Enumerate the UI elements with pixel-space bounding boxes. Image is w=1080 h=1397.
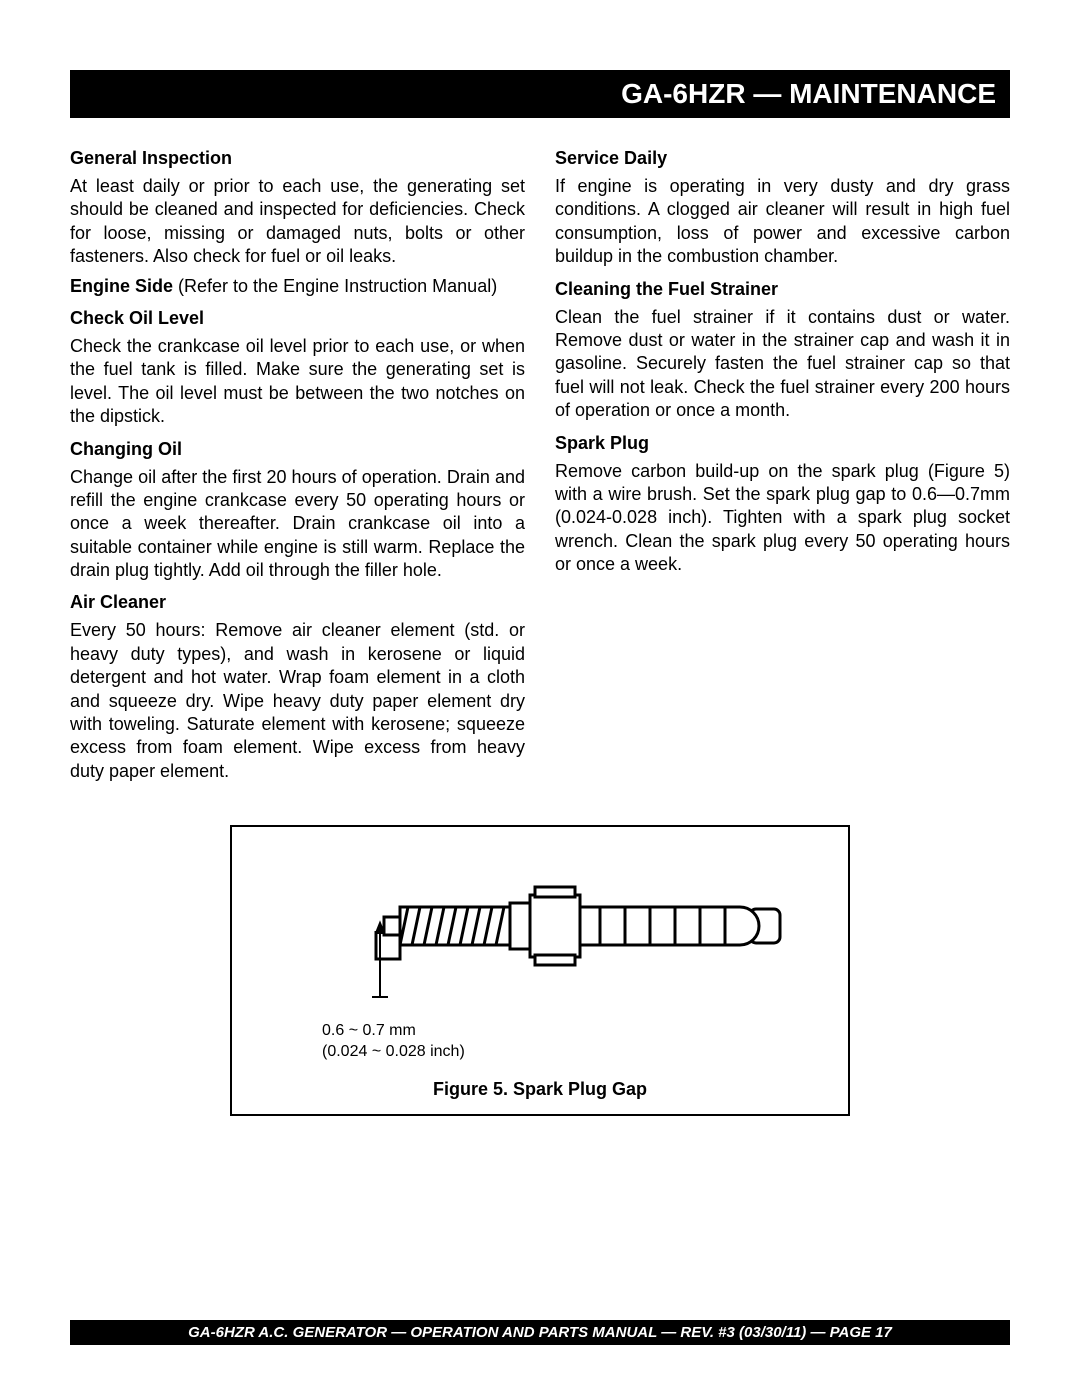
figure-gap-label: 0.6 ~ 0.7 mm (0.024 ~ 0.028 inch) <box>322 1021 828 1063</box>
heading-service-daily: Service Daily <box>555 148 1010 169</box>
figure-caption: Figure 5. Spark Plug Gap <box>252 1079 828 1100</box>
text-general-inspection: At least daily or prior to each use, the… <box>70 175 525 269</box>
heading-spark-plug: Spark Plug <box>555 433 1010 454</box>
page-footer-bar: GA-6HZR A.C. GENERATOR — OPERATION AND P… <box>70 1320 1010 1345</box>
text-changing-oil: Change oil after the first 20 hours of o… <box>70 466 525 583</box>
text-service-daily: If engine is operating in very dusty and… <box>555 175 1010 269</box>
gap-inch: (0.024 ~ 0.028 inch) <box>322 1043 465 1060</box>
text-engine-side-tail: (Refer to the Engine Instruction Manual) <box>173 276 497 296</box>
spark-plug-icon <box>280 847 800 1017</box>
text-engine-side: Engine Side (Refer to the Engine Instruc… <box>70 275 525 298</box>
heading-engine-side: Engine Side <box>70 276 173 296</box>
page-title-bar: GA-6HZR — MAINTENANCE <box>70 70 1010 118</box>
text-air-cleaner: Every 50 hours: Remove air cleaner eleme… <box>70 619 525 783</box>
text-cleaning-fuel-strainer: Clean the fuel strainer if it contains d… <box>555 306 1010 423</box>
heading-general-inspection: General Inspection <box>70 148 525 169</box>
heading-air-cleaner: Air Cleaner <box>70 592 525 613</box>
text-check-oil-level: Check the crankcase oil level prior to e… <box>70 335 525 429</box>
heading-changing-oil: Changing Oil <box>70 439 525 460</box>
gap-mm: 0.6 ~ 0.7 mm <box>322 1022 416 1039</box>
heading-cleaning-fuel-strainer: Cleaning the Fuel Strainer <box>555 279 1010 300</box>
text-spark-plug: Remove carbon build-up on the spark plug… <box>555 460 1010 577</box>
figure-spark-plug-gap: 0.6 ~ 0.7 mm (0.024 ~ 0.028 inch) Figure… <box>230 825 850 1116</box>
heading-check-oil-level: Check Oil Level <box>70 308 525 329</box>
right-column: Service Daily If engine is operating in … <box>555 138 1010 789</box>
content-columns: General Inspection At least daily or pri… <box>70 138 1010 789</box>
left-column: General Inspection At least daily or pri… <box>70 138 525 789</box>
